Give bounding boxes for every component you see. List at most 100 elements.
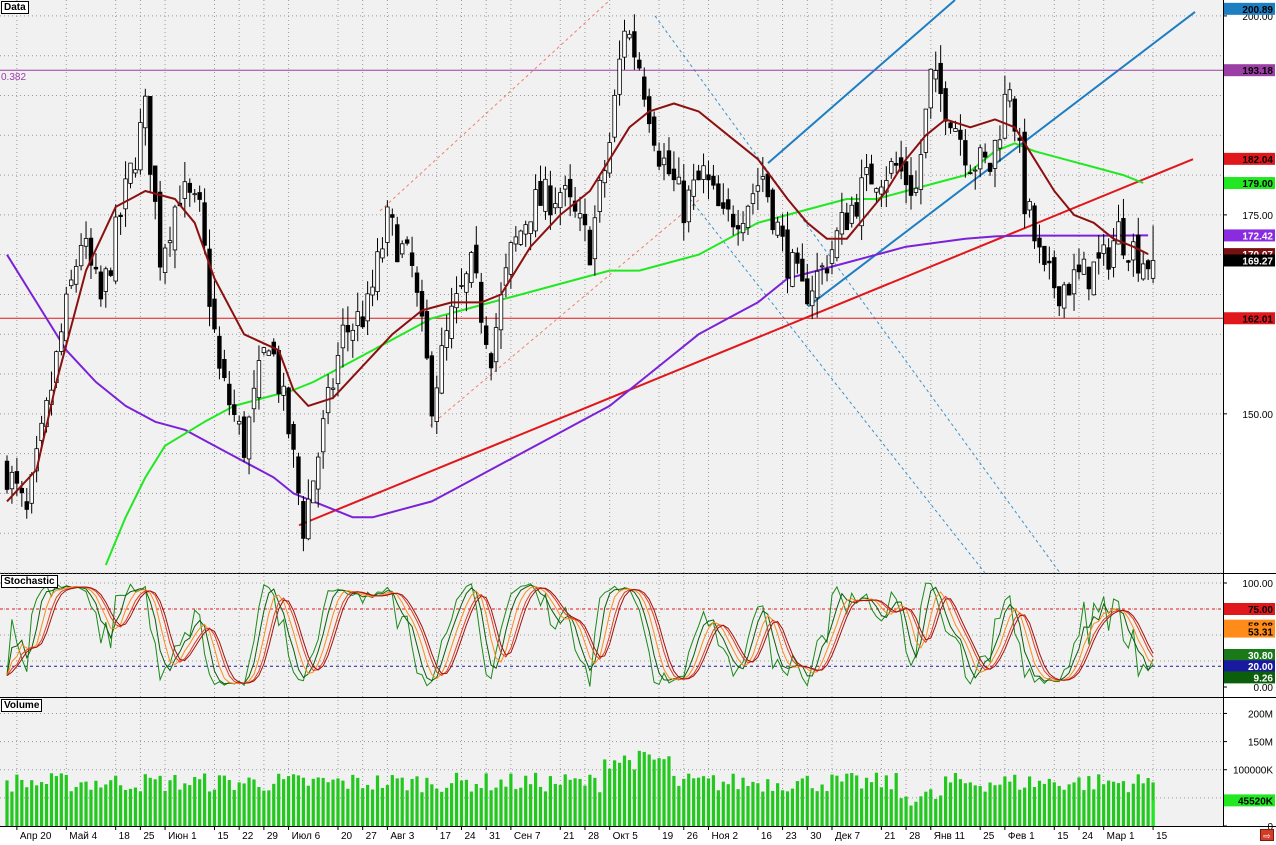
candle-body <box>1002 93 1008 139</box>
candle <box>533 174 538 238</box>
candle-body <box>977 147 983 170</box>
candle-body <box>676 176 682 185</box>
volume-bar <box>741 777 745 826</box>
candle-body <box>360 316 365 328</box>
candle <box>1081 251 1087 275</box>
volume-bar <box>5 780 9 826</box>
candle-body <box>444 330 449 348</box>
candle <box>414 266 420 307</box>
stochastic-axis-label: 100.00 <box>1242 579 1273 590</box>
candle <box>661 143 667 181</box>
volume-bar <box>874 772 879 826</box>
candle-body <box>548 185 553 216</box>
price-value-tag-label: 172.42 <box>1242 231 1273 242</box>
volume-bar <box>163 790 167 826</box>
candle <box>592 205 598 276</box>
candle-body <box>1061 284 1067 309</box>
volume-bar <box>657 758 661 826</box>
candle-body <box>419 291 425 317</box>
time-axis-label: 23 <box>786 831 798 842</box>
volume-bar <box>435 788 439 826</box>
descending-channel-top <box>654 15 1061 574</box>
candle-body <box>686 189 691 223</box>
volume-bar <box>59 773 63 826</box>
candle-body <box>1007 89 1013 102</box>
volume-bar <box>731 773 735 826</box>
candle <box>103 266 108 308</box>
volume-bar <box>84 781 88 826</box>
volume-bar <box>598 792 602 826</box>
volume-bar <box>524 775 528 826</box>
price-value-tag-label: 200.89 <box>1242 5 1273 16</box>
candle-body <box>740 223 746 234</box>
candle-body <box>296 456 301 494</box>
candle-body <box>973 169 978 172</box>
candle-body <box>1086 266 1092 290</box>
candle-body <box>602 170 607 184</box>
candle-body <box>365 293 370 322</box>
candle-body <box>24 501 29 510</box>
candle <box>928 68 933 119</box>
candle <box>844 202 849 231</box>
candle-body <box>1042 245 1047 265</box>
candle-body <box>785 229 790 279</box>
volume-bar <box>366 784 370 826</box>
candle-body <box>1047 260 1052 264</box>
volume-bar <box>277 773 281 826</box>
candle <box>785 211 790 294</box>
volume-bar <box>64 774 68 826</box>
candle-body <box>1091 261 1096 296</box>
candle-body <box>83 238 89 247</box>
volume-bar <box>563 774 567 826</box>
candle <box>790 248 795 288</box>
volume-bar <box>316 777 320 826</box>
candle-body <box>256 360 262 399</box>
candle <box>1027 198 1032 218</box>
candle <box>152 165 158 220</box>
candle-body <box>232 404 237 415</box>
volume-bar <box>69 791 73 826</box>
candle-body <box>1136 234 1141 274</box>
volume-bar <box>247 777 251 826</box>
candle <box>869 154 874 185</box>
volume-bar <box>751 781 755 826</box>
candle-body <box>301 501 306 539</box>
volume-bar <box>331 779 335 826</box>
candle <box>316 452 321 508</box>
candle <box>726 188 731 222</box>
candle-body <box>138 122 143 171</box>
time-axis-label: 25 <box>983 831 995 842</box>
candle <box>1032 202 1037 249</box>
stochastic-value-tag: 20.00 <box>1224 660 1275 673</box>
candle <box>755 167 761 211</box>
candle <box>69 269 74 289</box>
volume-bar <box>746 786 750 826</box>
volume-bar <box>119 785 123 826</box>
volume-bar <box>800 778 804 826</box>
candle <box>78 233 84 271</box>
candle <box>261 346 267 356</box>
candle-body <box>992 139 998 169</box>
stochastic-panel-bg <box>0 573 1223 697</box>
candle <box>395 216 400 263</box>
volume-axis-label: 150M <box>1248 738 1273 749</box>
candle <box>286 386 291 439</box>
candle-body <box>128 162 133 184</box>
volume-bar <box>291 774 296 826</box>
scroll-right-button[interactable]: ⇨ <box>1260 829 1274 841</box>
candle-body <box>227 383 232 406</box>
candle <box>192 189 197 203</box>
candle <box>977 144 983 178</box>
candle-body <box>829 249 835 264</box>
candle <box>454 276 459 324</box>
candle-body <box>493 327 499 363</box>
candle-body <box>849 204 854 224</box>
candle <box>385 200 390 257</box>
candle <box>889 157 894 179</box>
volume-bar <box>173 775 177 826</box>
candle-body <box>350 329 355 341</box>
volume-bar <box>1018 789 1022 826</box>
candle <box>365 281 370 335</box>
candle-body <box>88 237 94 266</box>
volume-bar <box>815 791 819 826</box>
